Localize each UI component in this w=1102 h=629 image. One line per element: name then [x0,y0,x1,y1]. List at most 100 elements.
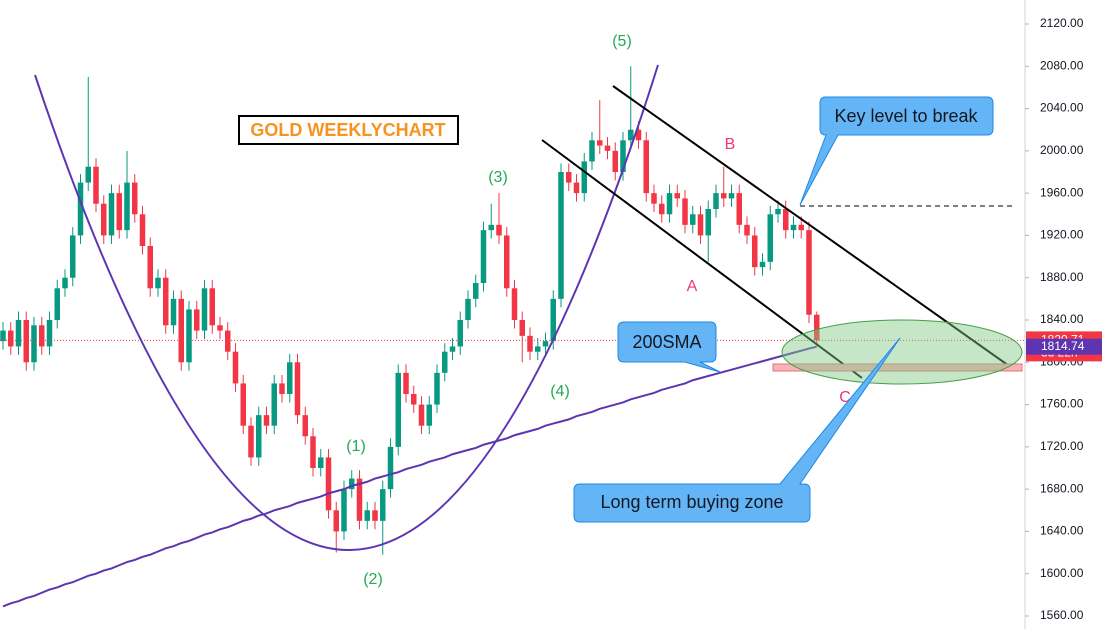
candle-body [620,140,626,172]
candle-body [589,140,595,162]
candle-body [139,214,146,246]
callout-text: Key level to break [834,106,978,126]
candle-body [411,393,417,405]
y-tick-label: 1880.00 [1040,270,1084,284]
candle-body [256,415,262,458]
candle-body [387,446,394,490]
candle-body [201,288,208,331]
candle-body [287,362,293,394]
y-tick-label: 2080.00 [1040,58,1084,72]
candle-body [690,214,696,225]
candle-body [240,383,246,426]
candle-body [573,182,580,194]
candle-body [108,193,115,236]
candle-body [643,140,649,194]
y-tick-label: 1640.00 [1040,524,1084,538]
candle-body [511,288,518,320]
candle-body [612,150,618,172]
y-tick-label: 2040.00 [1040,101,1084,115]
candle-body [798,224,804,231]
candle-body [310,436,316,468]
candle-body [132,182,138,215]
candle-body [674,193,680,199]
candle-body [542,341,549,347]
candle-body [54,288,60,320]
candle-body [744,224,750,236]
candle-body [783,208,789,231]
candle-body [628,129,634,141]
candle-body [178,298,184,363]
candle-body [527,335,533,352]
wave-label: (5) [612,33,632,50]
candle-body [318,457,324,468]
chart-title: GOLD WEEKLYCHART [250,120,445,140]
candle-body [39,325,45,347]
candle-body [504,235,510,289]
y-tick-label: 1560.00 [1040,608,1084,622]
candle-body [333,510,339,532]
candle-body [558,171,564,299]
candle-body [721,193,727,199]
candle-body [116,193,122,231]
candle-body [15,319,22,347]
sma-price-label: 1814.74 [1041,339,1085,353]
candle-body [790,224,797,231]
candle-body [759,261,766,268]
candle-body [496,224,502,236]
y-tick-label: 1680.00 [1040,481,1084,495]
candle-body [713,193,719,209]
candle-body [418,404,425,426]
candle-body [271,383,277,426]
callout-box [573,337,901,523]
axis-layer: 1560.00 1600.00 1640.00 1680.00 1720.00 1760.… [1025,16,1102,622]
candle-body [767,214,773,262]
candle-body [101,203,107,236]
candle-body [814,314,820,341]
candle-body [70,235,76,278]
candle-body [488,224,494,231]
candle-body [209,288,215,326]
candle-body [341,489,347,532]
candle-body [457,319,463,347]
candle-body [155,277,161,289]
candle-body [550,298,556,342]
candle-body [697,214,704,236]
candle-body [46,319,53,347]
candle-body [62,277,68,289]
candle-body [752,235,758,268]
sma-line [2,345,817,608]
price-axis [1025,0,1102,629]
wave-label: (3) [488,169,508,186]
candle-body [635,129,642,141]
candle-body [380,489,386,521]
candle-body [77,182,84,236]
candle-body [651,193,657,204]
wave-label: A [687,278,698,295]
channel-lower [541,139,863,379]
candle-body [263,415,270,426]
zone-band [772,363,1023,372]
candle-body [364,510,370,521]
candle-body [597,140,603,146]
candle-body [395,372,401,447]
y-tick-label: 1600.00 [1040,566,1084,580]
candle-body [666,193,673,215]
candle-body [682,198,688,225]
callout-box [799,96,994,206]
candle-body [535,346,541,352]
candle-body [232,351,239,384]
candle-body [659,203,665,215]
candle-body [23,319,29,363]
candle-body [85,166,91,183]
candle-body [705,208,711,236]
callout-text: 200SMA [632,332,701,352]
candle-body [147,245,153,289]
y-tick-label: 1960.00 [1040,185,1084,199]
buying-zone [781,319,1023,385]
candle-body [403,372,409,394]
callout-box [617,321,721,373]
candle-body [294,362,301,416]
candle-body [225,330,231,352]
candle-body [186,309,192,363]
